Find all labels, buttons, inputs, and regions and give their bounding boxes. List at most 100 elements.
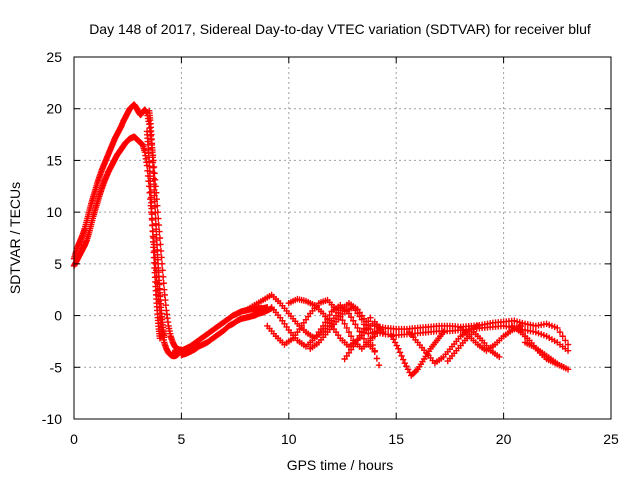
data-point — [440, 328, 447, 336]
data-point — [326, 311, 333, 319]
data-point — [564, 366, 572, 373]
data-point — [161, 334, 168, 341]
series-recovery-b — [178, 305, 275, 359]
data-point — [356, 332, 363, 339]
plot-frame — [73, 56, 612, 420]
series-descent-inner — [143, 128, 164, 342]
series-ripple-f — [341, 314, 374, 363]
data-point — [155, 221, 163, 229]
data-point — [150, 169, 157, 177]
data-point — [148, 216, 156, 224]
data-point — [554, 324, 561, 332]
data-point — [395, 345, 402, 352]
data-point — [517, 322, 524, 330]
data-point — [152, 226, 160, 233]
data-point — [339, 317, 346, 324]
axis-ticks: 0 5 10 15 20 25 25 20 15 10 5 0 -5 -10 — [42, 49, 619, 447]
data-points — [70, 101, 572, 379]
data-point — [148, 211, 156, 218]
series-loop-c — [444, 328, 503, 365]
data-point — [151, 198, 159, 205]
data-point — [375, 362, 383, 369]
data-point — [367, 314, 374, 321]
data-point — [160, 280, 167, 287]
data-point — [149, 233, 157, 240]
data-point — [151, 203, 159, 211]
data-point — [147, 183, 154, 190]
series-descent-outer — [145, 107, 168, 341]
data-point — [149, 222, 156, 229]
data-point — [496, 353, 503, 361]
data-point — [151, 176, 159, 184]
data-point — [354, 324, 361, 332]
y-tick-label: -5 — [50, 359, 63, 375]
data-point — [157, 247, 165, 255]
data-point — [365, 318, 372, 325]
data-point — [373, 355, 381, 362]
data-point — [564, 347, 572, 354]
data-point — [564, 341, 572, 348]
data-point — [148, 205, 155, 212]
y-tick-label: 25 — [46, 49, 62, 65]
data-point — [562, 337, 569, 344]
y-tick-label: 5 — [54, 256, 62, 272]
data-point — [559, 333, 566, 340]
data-point — [365, 330, 372, 337]
x-tick-label: 20 — [496, 431, 512, 447]
data-point — [319, 322, 327, 330]
data-point — [369, 341, 376, 349]
data-point — [358, 328, 366, 336]
data-point — [398, 352, 405, 360]
data-point — [350, 317, 357, 324]
y-tick-label: 0 — [54, 308, 62, 324]
data-point — [152, 215, 159, 222]
data-point — [150, 181, 158, 188]
data-point — [335, 309, 342, 317]
x-tick-label: 15 — [388, 431, 404, 447]
data-point — [350, 343, 357, 350]
data-point — [556, 328, 564, 336]
data-point — [152, 220, 160, 227]
data-point — [150, 238, 157, 246]
data-point — [343, 324, 350, 332]
data-point — [399, 356, 407, 363]
data-point — [151, 192, 158, 199]
data-point — [147, 177, 154, 185]
data-point — [156, 335, 164, 342]
data-point — [371, 348, 378, 355]
data-point — [347, 313, 355, 321]
data-point — [352, 339, 359, 347]
data-point — [341, 320, 348, 328]
chart-title: Day 148 of 2017, Sidereal Day-to-day VTE… — [89, 21, 591, 37]
data-point — [345, 328, 353, 336]
data-point — [147, 194, 155, 201]
data-point — [367, 335, 374, 342]
data-point — [360, 335, 368, 343]
y-tick-label: -10 — [42, 411, 62, 427]
data-point — [360, 325, 368, 332]
data-point — [362, 321, 370, 329]
data-point — [474, 322, 482, 330]
data-point — [148, 199, 155, 207]
data-point — [152, 209, 159, 216]
data-point — [347, 333, 355, 340]
data-point — [153, 231, 160, 238]
data-point — [358, 316, 366, 323]
series-loop-f — [521, 339, 572, 373]
x-axis-label: GPS time / hours — [287, 457, 394, 473]
y-tick-label: 10 — [46, 204, 62, 220]
data-point — [352, 321, 359, 328]
x-tick-label: 25 — [603, 431, 619, 447]
data-point — [158, 254, 165, 261]
series-loop-a — [388, 328, 447, 379]
grid-lines — [74, 57, 611, 419]
data-point — [396, 349, 404, 356]
data-point — [147, 188, 154, 196]
y-tick-label: 20 — [46, 101, 62, 117]
data-point — [149, 227, 156, 235]
y-tick-label: 15 — [46, 152, 62, 168]
data-point — [354, 336, 361, 343]
y-axis-label: SDTVAR / TECUs — [7, 182, 23, 294]
x-tick-label: 10 — [281, 431, 297, 447]
